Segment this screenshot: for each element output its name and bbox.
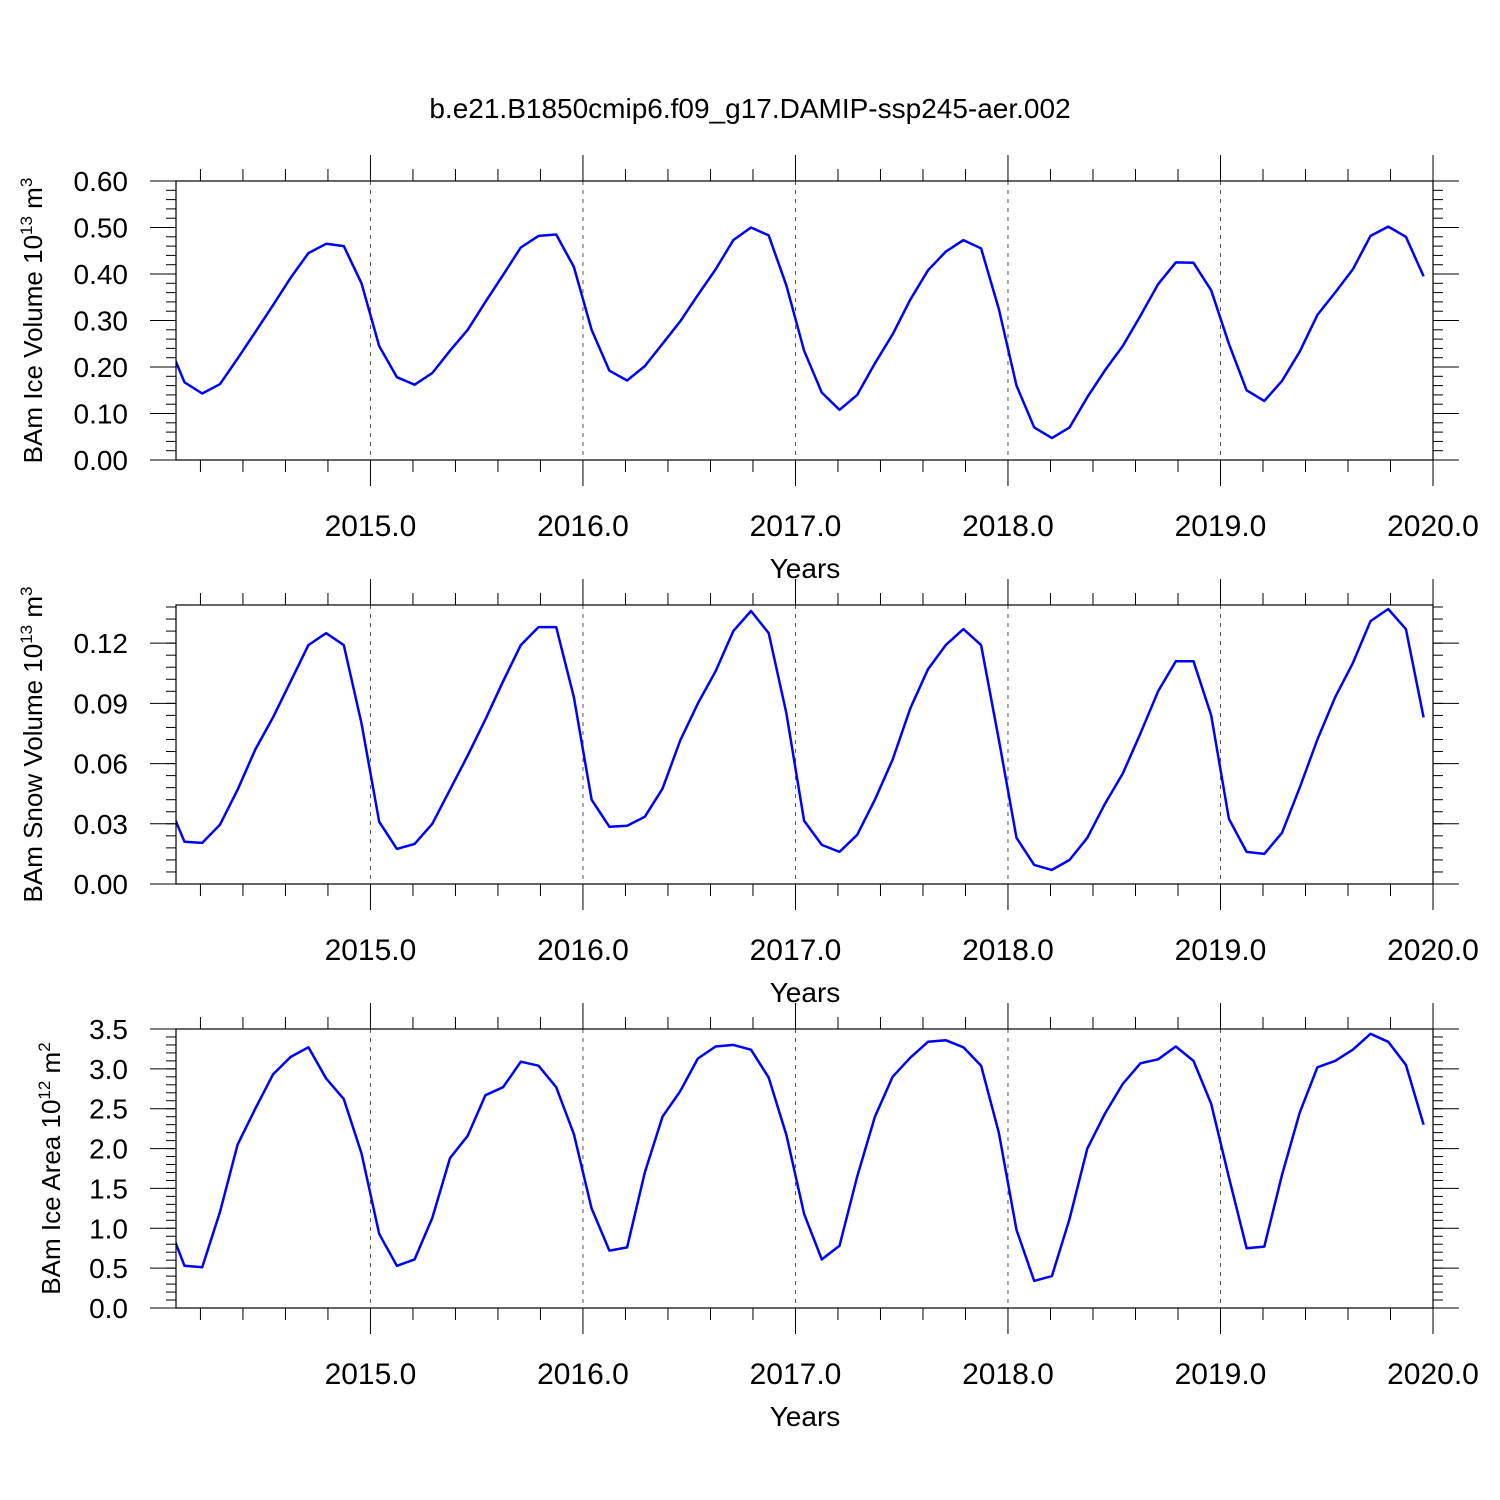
x-tick-label: 2018.0 [962,1358,1054,1391]
x-tick-label: 2015.0 [325,934,417,967]
y-tick-label: 0.0 [89,1293,128,1324]
y-tick-label: 0.06 [74,749,129,780]
y-tick-label: 2.5 [89,1094,128,1125]
y-tick-label: 0.40 [74,259,129,290]
x-tick-label: 2015.0 [325,1358,417,1391]
x-tick-label: 2018.0 [962,934,1054,967]
y-tick-label: 2.0 [89,1134,128,1165]
panel-2: 0.00 0.03 0.06 0.09 0.12 2015.0 2016.0 2017.0 20… [17,579,1479,1008]
y-tick-label: 0.10 [74,399,129,430]
y-tick-label: 0.09 [74,688,129,719]
series-line [176,607,1425,872]
x-tick-label: 2019.0 [1175,1358,1267,1391]
y-tick-label: 0.50 [74,213,129,244]
x-tick-label: 2020.0 [1387,1358,1479,1391]
x-tick-label: 2017.0 [750,510,842,543]
x-tick-label: 2020.0 [1387,934,1479,967]
y-tick-label: 1.5 [89,1173,128,1204]
x-tick-label: 2019.0 [1175,510,1267,543]
y-tick-label: 0.00 [74,445,129,476]
chart-title: b.e21.B1850cmip6.f09_g17.DAMIP-ssp245-ae… [429,93,1070,124]
y-tick-label: 0.03 [74,809,129,840]
x-tick-label: 2017.0 [750,1358,842,1391]
plot-frame [175,1028,1434,1309]
y-tick-label: 3.5 [89,1014,128,1045]
y-tick-label: 0.12 [74,628,129,659]
y-tick-label: 3.0 [89,1054,128,1085]
series-line [176,225,1425,440]
x-tick-label: 2016.0 [537,934,629,967]
plot-frame [175,604,1434,885]
x-tick-label: 2017.0 [750,934,842,967]
panels: 0.00 0.10 0.20 0.30 0.40 0.50 0.60 2015.0 2016.0… [17,155,1479,1432]
panel-3: 0.0 0.5 1.0 1.5 2.0 2.5 3.0 3.5 2015.0 2016.0 2017… [35,1003,1479,1432]
y-tick-label: 0.30 [74,306,129,337]
x-tick-label: 2020.0 [1387,510,1479,543]
y-axis-label: BAm Ice Volume 1013 m3 [17,178,48,464]
x-tick-label: 2015.0 [325,510,417,543]
series-line [176,1032,1425,1283]
y-tick-label: 1.0 [89,1213,128,1244]
x-axis-label: Years [770,1401,841,1432]
x-tick-label: 2016.0 [537,510,629,543]
panel-1: 0.00 0.10 0.20 0.30 0.40 0.50 0.60 2015.0 2016.0… [17,155,1479,584]
plot-frame [175,180,1434,461]
x-tick-label: 2018.0 [962,510,1054,543]
y-axis-label: BAm Snow Volume 1013 m3 [17,587,48,903]
x-tick-label: 2016.0 [537,1358,629,1391]
x-axis-label: Years [770,553,841,584]
x-tick-label: 2019.0 [1175,934,1267,967]
x-axis-label: Years [770,977,841,1008]
y-axis-label: BAm Ice Area 1012 m2 [35,1042,66,1294]
y-tick-label: 0.5 [89,1253,128,1284]
y-tick-label: 0.00 [74,869,129,900]
y-tick-label: 0.60 [74,166,129,197]
y-tick-label: 0.20 [74,352,129,383]
